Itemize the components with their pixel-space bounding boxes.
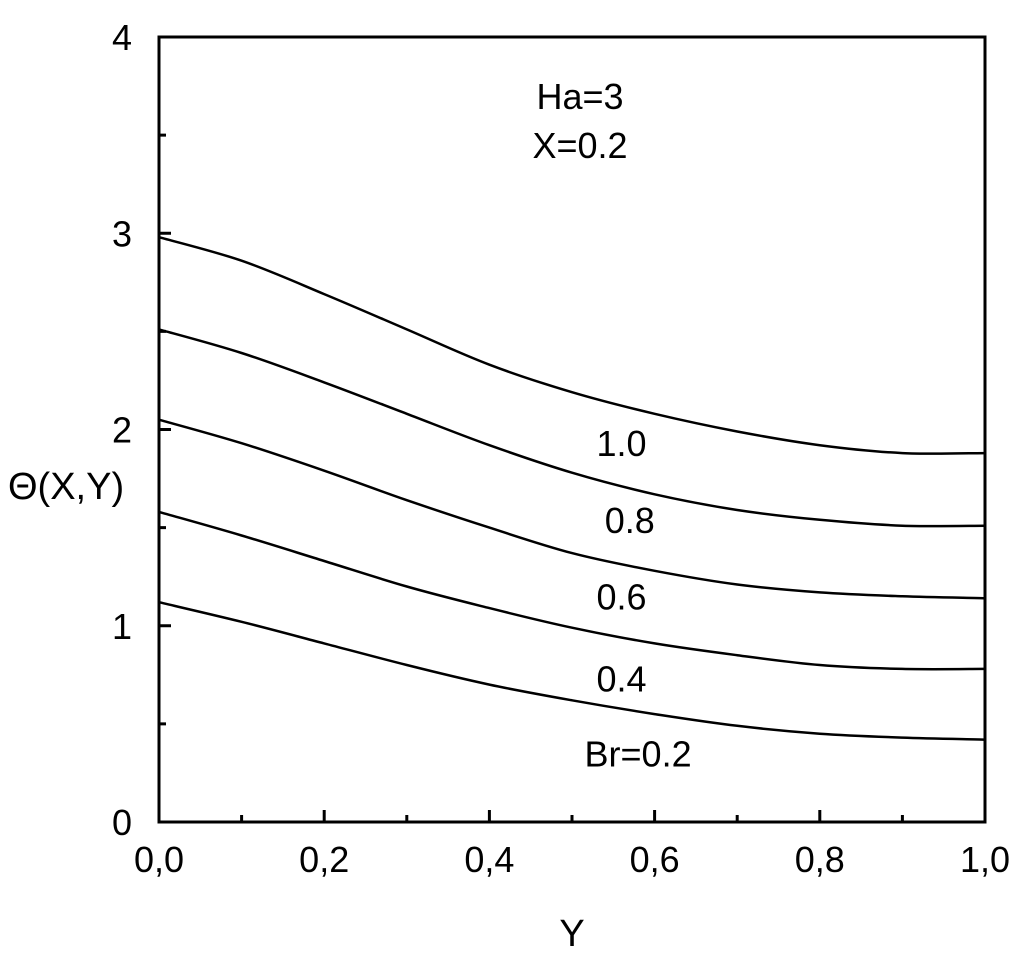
series-line — [158, 235, 986, 455]
series-labels: Br=0.2 0.4 0.6 0.8 1.0 — [585, 423, 692, 774]
series-line — [158, 600, 986, 741]
x-axis-title: Y — [559, 913, 584, 955]
series-label: 0.8 — [605, 500, 655, 541]
series-lines — [158, 235, 986, 741]
x-tick-label: 0,6 — [630, 839, 680, 880]
x-tick-label: 0,4 — [464, 839, 514, 880]
y-axis-title: Θ(X,Y) — [8, 466, 124, 508]
annotations: Ha=3 X=0.2 — [532, 76, 627, 166]
annotation-text: Ha=3 — [536, 76, 623, 117]
annotation-text: X=0.2 — [532, 125, 627, 166]
x-tick-label: 0,2 — [299, 839, 349, 880]
y-tick-label: 3 — [112, 213, 132, 254]
series-label: Br=0.2 — [585, 733, 692, 774]
y-tick-label: 2 — [112, 410, 132, 451]
series-line — [158, 510, 986, 671]
series-line — [158, 418, 986, 600]
series-label: 0.6 — [597, 576, 647, 617]
series-label: 0.4 — [597, 659, 647, 700]
y-tick-label: 1 — [112, 606, 132, 647]
series-line — [158, 328, 986, 528]
series-label: 1.0 — [597, 423, 647, 464]
x-tick-label: 0,8 — [795, 839, 845, 880]
ticks — [157, 35, 987, 824]
x-tick-label: 0,0 — [134, 839, 184, 880]
x-tick-label: 1,0 — [960, 839, 1010, 880]
y-tick-label: 4 — [112, 17, 132, 58]
y-tick-label: 0 — [112, 802, 132, 843]
tick-labels: 0,0 0,2 0,4 0,6 0,8 1,0 0 1 2 3 4 — [112, 17, 1010, 880]
